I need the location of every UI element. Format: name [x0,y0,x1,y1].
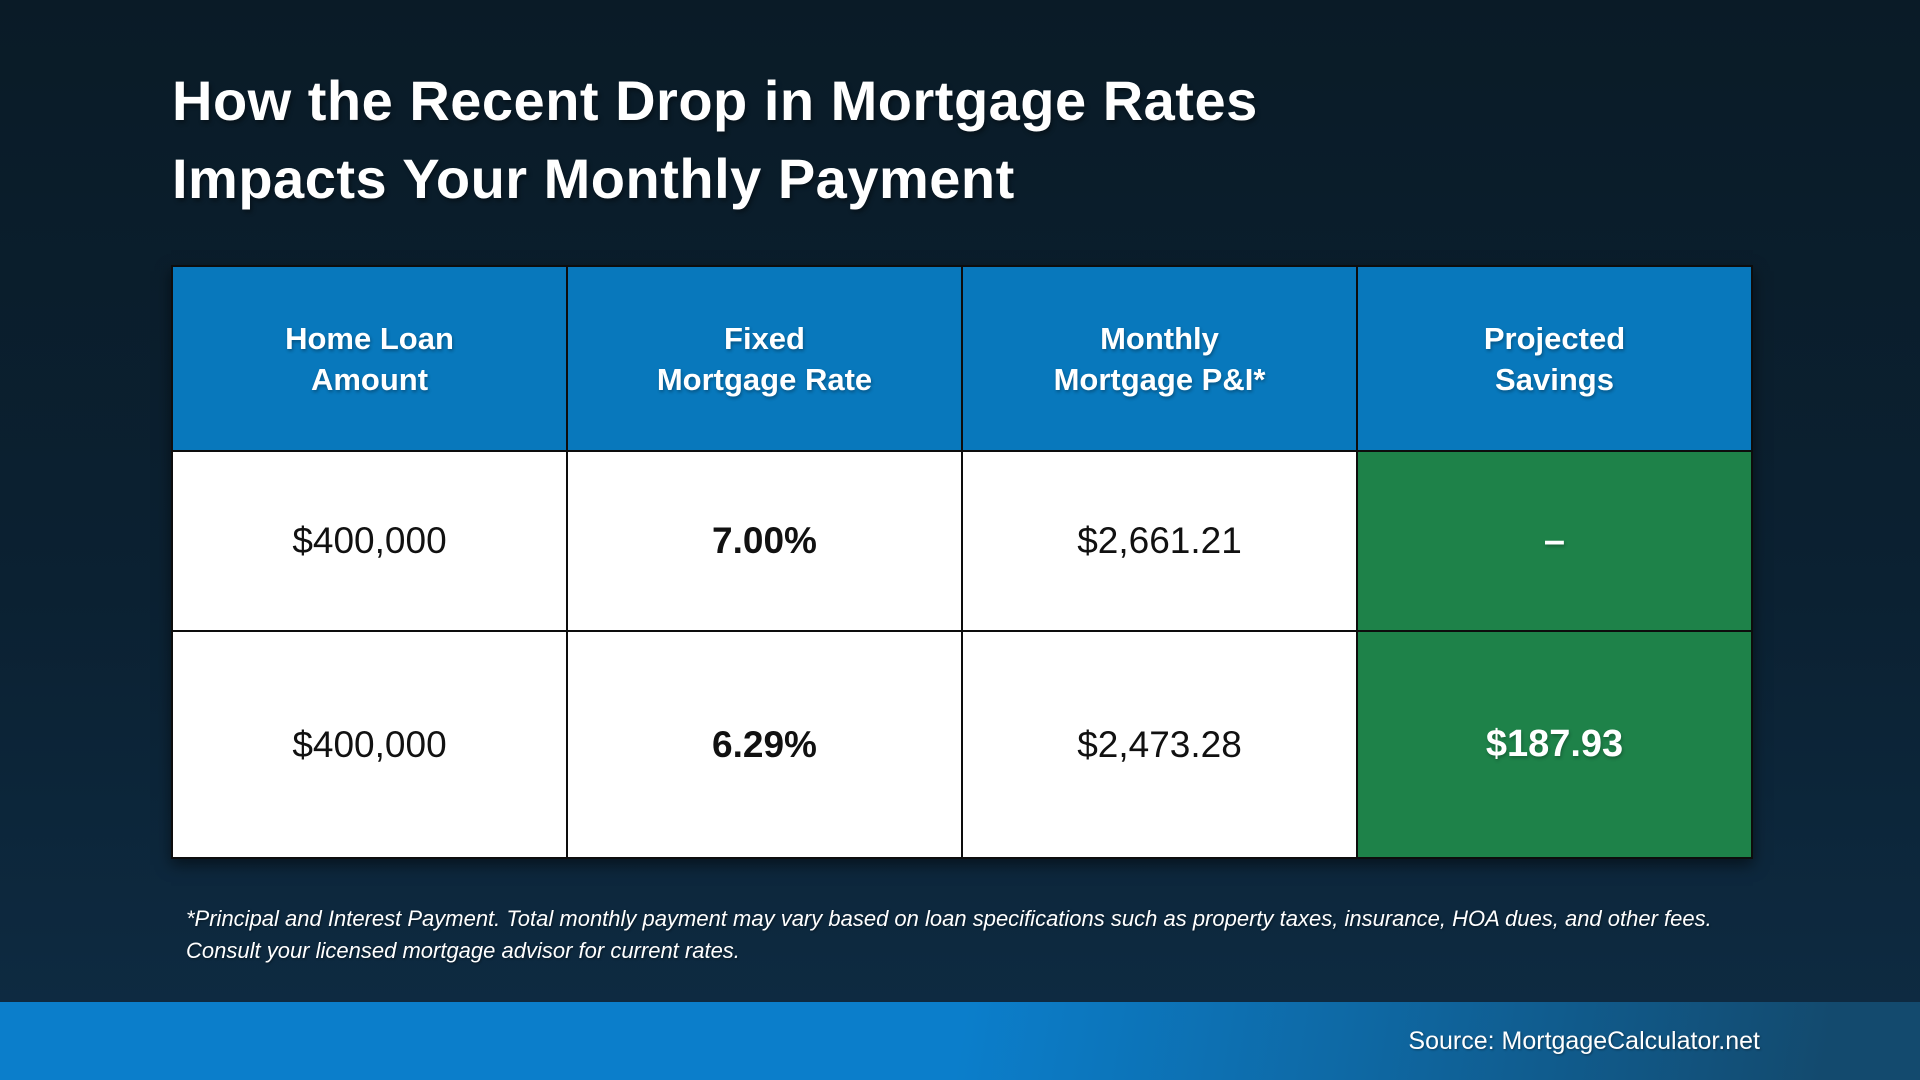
cell-savings-row1: – [1356,450,1753,632]
table-row: $400,000 7.00% $2,661.21 – [171,450,1753,632]
page-title: How the Recent Drop in Mortgage Rates Im… [172,62,1258,218]
header-savings-line-2: Savings [1495,361,1614,397]
cell-rate-row1: 7.00% [566,450,963,632]
table-row: $400,000 6.29% $2,473.28 $187.93 [171,630,1753,859]
header-payment-line-1: Monthly [1100,320,1219,356]
column-header-monthly-mortgage-pi: Monthly Mortgage P&I* [961,265,1358,452]
footnote-line-1: *Principal and Interest Payment. Total m… [186,906,1712,931]
column-header-fixed-mortgage-rate: Fixed Mortgage Rate [566,265,963,452]
table-header-row: Home Loan Amount Fixed Mortgage Rate Mon… [171,265,1753,452]
mortgage-table-container: Home Loan Amount Fixed Mortgage Rate Mon… [171,265,1753,859]
header-home-loan-line-1: Home Loan [285,320,454,356]
header-rate-line-2: Mortgage Rate [656,361,873,397]
footnote: *Principal and Interest Payment. Total m… [186,903,1826,967]
header-rate-line-1: Fixed [724,320,805,356]
cell-payment-row2: $2,473.28 [961,630,1358,859]
bottom-bar: Source: MortgageCalculator.net [0,1002,1920,1080]
footnote-line-2: Consult your licensed mortgage advisor f… [186,938,740,963]
column-header-projected-savings: Projected Savings [1356,265,1753,452]
cell-rate-row2: 6.29% [566,630,963,859]
page-title-line-1: How the Recent Drop in Mortgage Rates [172,69,1258,132]
header-payment-line-2: Mortgage P&I* [1053,361,1266,397]
page-title-line-2: Impacts Your Monthly Payment [172,147,1015,210]
header-savings-line-1: Projected [1483,320,1626,356]
cell-payment-row1: $2,661.21 [961,450,1358,632]
mortgage-comparison-table: Home Loan Amount Fixed Mortgage Rate Mon… [171,265,1753,859]
column-header-home-loan-amount: Home Loan Amount [171,265,568,452]
cell-loan-amount-row1: $400,000 [171,450,568,632]
header-home-loan-line-2: Amount [310,361,429,397]
cell-savings-row2: $187.93 [1356,630,1753,859]
cell-loan-amount-row2: $400,000 [171,630,568,859]
source-attribution: Source: MortgageCalculator.net [1408,1026,1760,1055]
